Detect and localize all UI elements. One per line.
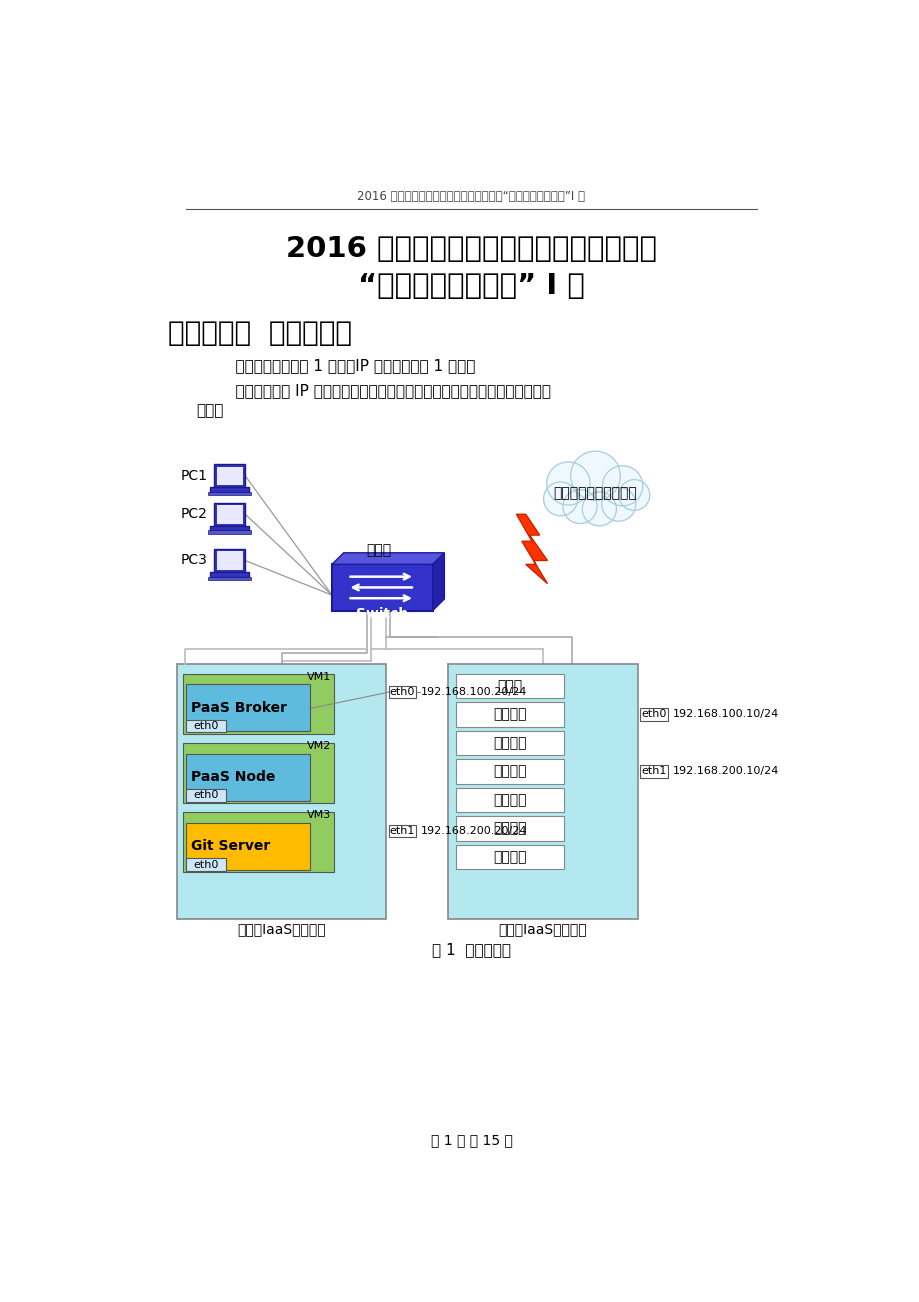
Text: VM2: VM2 [307, 741, 331, 751]
FancyBboxPatch shape [214, 465, 245, 487]
FancyBboxPatch shape [456, 759, 564, 784]
Text: Switch: Switch [356, 608, 408, 621]
Text: PC1: PC1 [181, 469, 208, 483]
Circle shape [546, 462, 589, 505]
FancyBboxPatch shape [214, 549, 245, 572]
FancyBboxPatch shape [640, 708, 667, 720]
Text: 图 1  系统架构图: 图 1 系统架构图 [432, 941, 510, 957]
Text: 192.168.100.20/24: 192.168.100.20/24 [421, 687, 527, 697]
FancyBboxPatch shape [176, 664, 386, 918]
Text: 根据架构图及 IP 地址规划表，检查硬件连线及网络设备配置，确保网络连接: 根据架构图及 IP 地址规划表，检查硬件连线及网络设备配置，确保网络连接 [216, 384, 550, 398]
Text: eth1: eth1 [390, 825, 414, 836]
Text: 192.168.200.10/24: 192.168.200.10/24 [673, 767, 778, 776]
Text: PaaS Broker: PaaS Broker [191, 700, 287, 715]
FancyBboxPatch shape [210, 487, 249, 492]
Polygon shape [332, 553, 444, 564]
Text: 第 1 页 共 15 页: 第 1 页 共 15 页 [430, 1133, 512, 1147]
FancyBboxPatch shape [183, 673, 334, 734]
Text: PC2: PC2 [181, 508, 208, 521]
Circle shape [570, 452, 619, 500]
FancyBboxPatch shape [186, 685, 309, 732]
Circle shape [582, 492, 616, 526]
FancyBboxPatch shape [456, 673, 564, 698]
Text: PaaS Node: PaaS Node [191, 769, 275, 784]
Text: 数据库: 数据库 [497, 680, 522, 693]
Text: Git Server: Git Server [191, 840, 270, 853]
Text: 192.168.100.10/24: 192.168.100.10/24 [673, 710, 778, 720]
Text: 竞赛系统＋云存储服务: 竞赛系统＋云存储服务 [553, 487, 637, 500]
Text: 2016 年全国职业院校技能大赛（高职组）“云计算技术与应用”I 卷: 2016 年全国职业院校技能大赛（高职组）“云计算技术与应用”I 卷 [357, 190, 584, 203]
FancyBboxPatch shape [448, 664, 638, 918]
Circle shape [543, 482, 577, 516]
FancyBboxPatch shape [216, 466, 243, 486]
FancyBboxPatch shape [208, 577, 251, 579]
Text: “云计算技术与应用” I 卷: “云计算技术与应用” I 卷 [357, 272, 584, 299]
FancyBboxPatch shape [332, 564, 432, 611]
FancyBboxPatch shape [216, 505, 243, 523]
Text: 网络服务: 网络服务 [493, 793, 527, 807]
Text: eth0: eth0 [193, 721, 218, 730]
FancyBboxPatch shape [456, 816, 564, 841]
FancyBboxPatch shape [216, 551, 243, 570]
Circle shape [564, 462, 626, 525]
Text: 正常。: 正常。 [196, 402, 223, 418]
Text: VM3: VM3 [307, 810, 331, 820]
FancyBboxPatch shape [214, 503, 245, 526]
Text: 192.168.200.20/24: 192.168.200.20/24 [421, 825, 528, 836]
Polygon shape [432, 553, 444, 611]
FancyBboxPatch shape [456, 845, 564, 870]
Text: eth0: eth0 [390, 687, 414, 697]
FancyBboxPatch shape [186, 823, 309, 870]
FancyBboxPatch shape [183, 743, 334, 803]
FancyBboxPatch shape [186, 754, 309, 801]
Circle shape [562, 490, 596, 523]
Circle shape [602, 466, 642, 505]
Text: 存储服务: 存储服务 [493, 822, 527, 836]
Text: VM1: VM1 [307, 672, 331, 682]
FancyBboxPatch shape [186, 720, 225, 732]
Text: eth1: eth1 [641, 767, 666, 776]
Text: 云计算IaaS计算节点: 云计算IaaS计算节点 [237, 922, 325, 936]
Text: 镜像服务: 镜像服务 [493, 764, 527, 779]
Text: 消息服务: 消息服务 [493, 707, 527, 721]
Text: eth0: eth0 [641, 710, 666, 720]
FancyBboxPatch shape [640, 766, 667, 777]
FancyBboxPatch shape [456, 788, 564, 812]
Text: 第一部分：  云平台架构: 第一部分： 云平台架构 [167, 319, 351, 348]
FancyBboxPatch shape [208, 530, 251, 534]
FancyBboxPatch shape [186, 789, 225, 802]
FancyBboxPatch shape [208, 492, 251, 495]
FancyBboxPatch shape [388, 686, 416, 698]
Text: eth0: eth0 [193, 790, 218, 801]
FancyBboxPatch shape [210, 572, 249, 577]
Text: 赛项系统架构如图 1 所示，IP 地址规划如表 1 所示。: 赛项系统架构如图 1 所示，IP 地址规划如表 1 所示。 [216, 358, 474, 374]
FancyBboxPatch shape [186, 858, 225, 871]
Text: 2016 年全国职业院校技能大赛（高职组）: 2016 年全国职业院校技能大赛（高职组） [286, 234, 656, 263]
Text: 云计算IaaS控制节点: 云计算IaaS控制节点 [498, 922, 586, 936]
Polygon shape [516, 514, 547, 583]
Text: eth0: eth0 [193, 859, 218, 870]
FancyBboxPatch shape [456, 730, 564, 755]
FancyBboxPatch shape [388, 824, 416, 837]
FancyBboxPatch shape [183, 812, 334, 872]
FancyBboxPatch shape [210, 526, 249, 530]
Text: 认证服务: 认证服务 [493, 736, 527, 750]
Text: PC3: PC3 [181, 553, 208, 568]
Circle shape [618, 479, 649, 510]
Text: 交换机: 交换机 [366, 543, 391, 557]
FancyBboxPatch shape [456, 702, 564, 727]
Text: 整合服务: 整合服务 [493, 850, 527, 865]
Circle shape [601, 487, 635, 521]
